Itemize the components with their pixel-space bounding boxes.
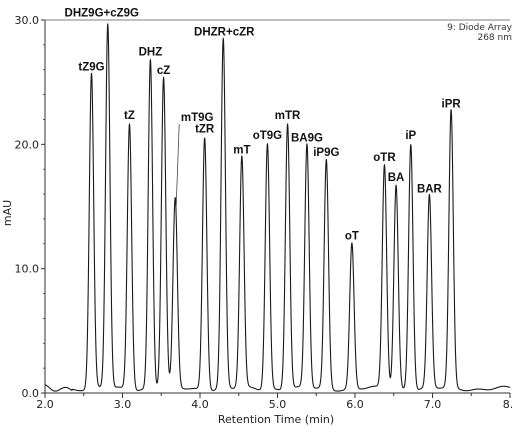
peak-label: BA <box>388 172 405 184</box>
y-axis-label: mAU <box>1 200 14 226</box>
peak-label: DHZ <box>139 47 163 59</box>
plot-frame <box>44 19 510 394</box>
detector-annotation-line2: 268 nm <box>477 33 512 43</box>
peak-label: iP <box>405 130 416 142</box>
x-tick-label: 6.0 <box>346 398 364 411</box>
peak-label: mTR <box>275 110 301 122</box>
x-tick-label: 4.0 <box>191 398 209 411</box>
x-tick-label: 2.0 <box>36 398 54 411</box>
x-tick-label: 8. <box>503 398 512 411</box>
peak-label: tZ <box>124 110 135 122</box>
peak-label: BA9G <box>291 132 323 144</box>
peak-label: DHZ9G+cZ9G <box>65 8 140 20</box>
y-tick-label: 20.0 <box>15 138 40 151</box>
chromatogram-trace <box>44 23 511 392</box>
peak-labels: tZ9GDHZ9G+cZ9GtZDHZcZmT9GtZRDHZR+cZRmToT… <box>65 8 462 243</box>
x-tick-label: 3.0 <box>114 398 132 411</box>
peak-label: mT9G <box>181 112 214 124</box>
y-tick-label: 30.0 <box>15 14 40 27</box>
peak-label: iPR <box>442 99 462 111</box>
peak-label: DHZR+cZR <box>194 27 255 39</box>
y-tick-label: 0.0 <box>22 387 40 400</box>
peak-label: tZ9G <box>78 61 104 73</box>
peak-label: mT <box>233 145 250 157</box>
peak-label: iP9G <box>313 147 339 159</box>
x-tick-label: 5.0 <box>269 398 287 411</box>
peak-label: BAR <box>417 183 443 195</box>
x-tick-label: 7.0 <box>424 398 442 411</box>
peak-label: oT9G <box>253 130 282 142</box>
x-axis-label: Retention Time (min) <box>218 413 334 426</box>
peak-label: oTR <box>373 152 396 164</box>
peak-leader-line <box>175 123 180 207</box>
label-leader-lines <box>175 123 180 207</box>
detector-annotation-line1: 9: Diode Array <box>447 23 512 33</box>
peak-label: tZR <box>195 124 215 136</box>
y-tick-label: 10.0 <box>15 263 40 276</box>
peak-label: cZ <box>157 65 170 77</box>
axis-ticks: 2.0 3.0 4.0 5.0 6.0 7.0 8. 0.0 10.0 20.0 30.0 <box>15 14 512 411</box>
peak-label: oT <box>345 231 359 243</box>
